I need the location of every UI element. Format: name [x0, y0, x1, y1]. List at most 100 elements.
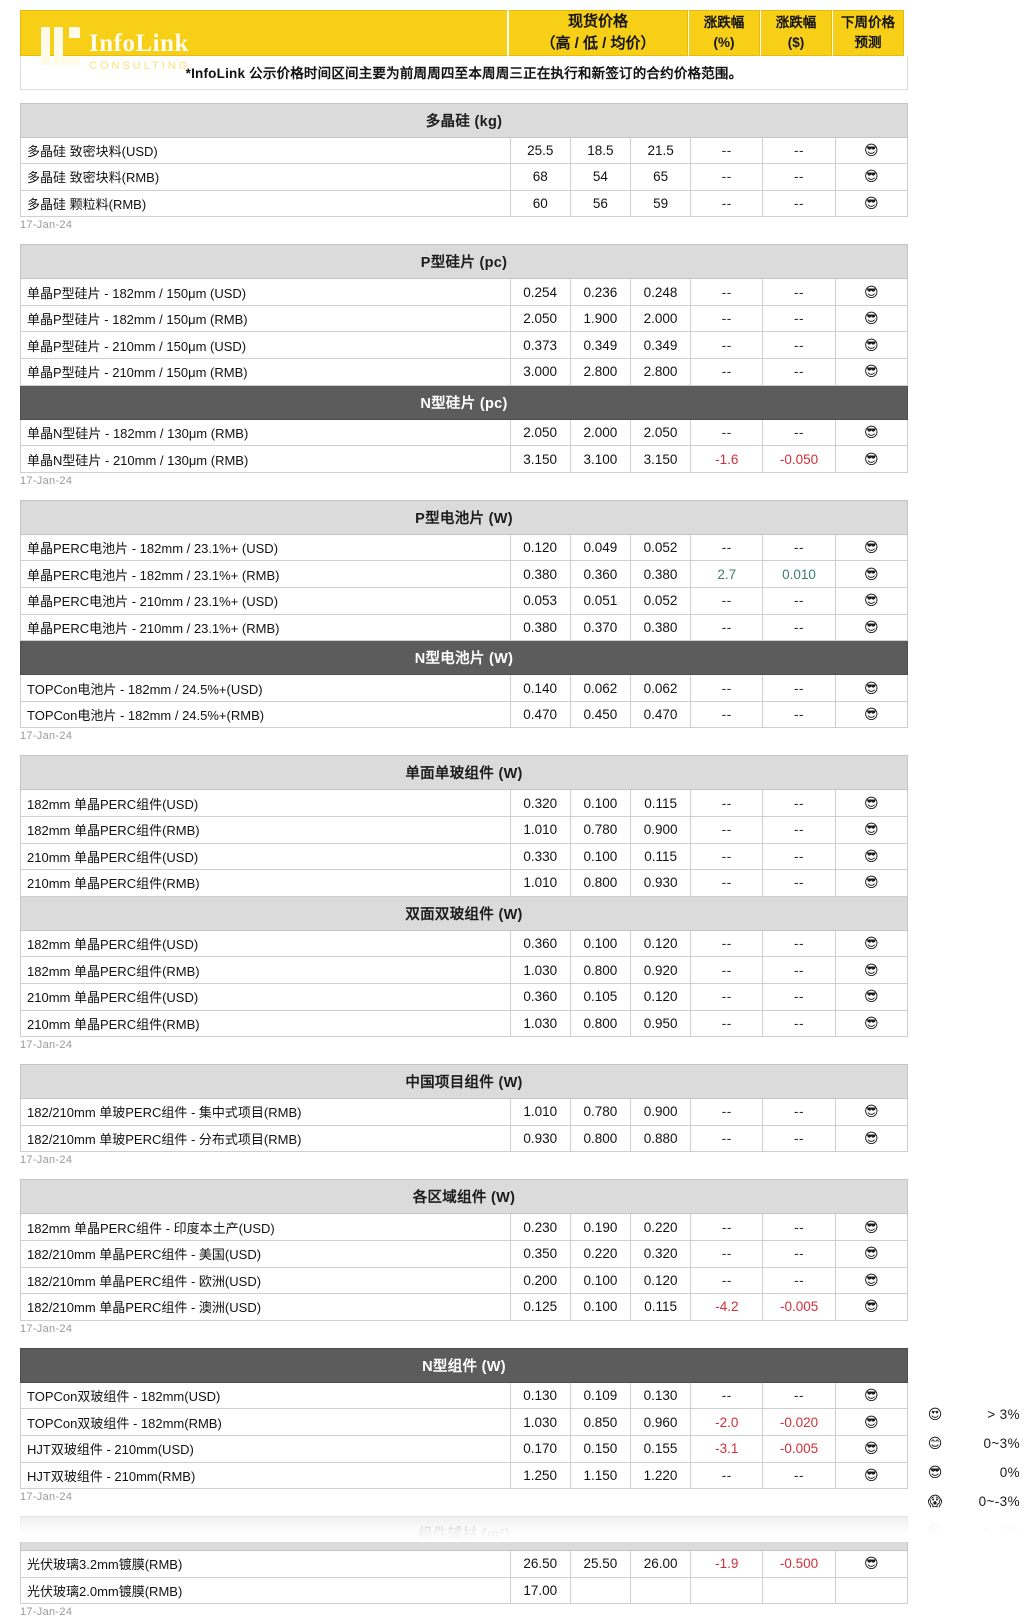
forecast-emoji-cell: 😎 — [835, 446, 907, 473]
legend-item: 😍> 3% — [920, 1400, 1028, 1429]
section-title: P型硅片 (pc) — [21, 245, 908, 279]
price-high-cell: 0.360 — [510, 930, 570, 957]
price-low-cell: 0.800 — [570, 870, 630, 897]
change-pct-cell: -- — [691, 359, 763, 386]
change-pct-cell: -- — [691, 588, 763, 615]
change-pct-cell: -- — [691, 1462, 763, 1489]
forecast-emoji-cell: 😎 — [835, 137, 907, 164]
price-low-cell: 0.100 — [570, 1294, 630, 1321]
price-avg-cell: 26.00 — [631, 1551, 691, 1578]
forecast-emoji-cell: 😎 — [835, 675, 907, 702]
price-table: P型电池片 (W)单晶PERC电池片 - 182mm / 23.1%+ (USD… — [20, 500, 908, 729]
price-high-cell: 3.150 — [510, 446, 570, 473]
change-usd-cell: -- — [763, 983, 835, 1010]
price-avg-cell: 0.920 — [631, 957, 691, 984]
product-name-cell: 单晶P型硅片 - 182mm / 150μm (RMB) — [21, 305, 511, 332]
forecast-emoji-cell: 😎 — [835, 701, 907, 728]
product-name-cell: 单晶PERC电池片 - 182mm / 23.1%+ (RMB) — [21, 561, 511, 588]
change-usd-cell: -- — [763, 1382, 835, 1409]
price-high-cell: 68 — [510, 164, 570, 191]
change-pct-cell: -- — [691, 1125, 763, 1152]
product-name-cell: 182mm 单晶PERC组件(RMB) — [21, 957, 511, 984]
change-pct-cell: -- — [691, 1240, 763, 1267]
change-usd-cell: -- — [763, 279, 835, 306]
product-name-cell: 182mm 单晶PERC组件 - 印度本土产(USD) — [21, 1214, 511, 1241]
block-date-label: 17-Jan-24 — [20, 1039, 1030, 1051]
change-usd-cell: -- — [763, 1462, 835, 1489]
price-table-block: P型电池片 (W)单晶PERC电池片 - 182mm / 23.1%+ (USD… — [20, 500, 908, 729]
forecast-emoji-cell: 😎 — [835, 983, 907, 1010]
change-usd-cell: -- — [763, 137, 835, 164]
forecast-line1: 下周价格 — [841, 13, 895, 33]
block-date-label: 17-Jan-24 — [20, 1154, 1030, 1166]
legend-item: 😎0% — [920, 1458, 1028, 1487]
forecast-emoji-cell: 😎 — [835, 1099, 907, 1126]
product-name-cell: 210mm 单晶PERC组件(RMB) — [21, 870, 511, 897]
price-low-cell: 0.780 — [570, 817, 630, 844]
price-avg-cell: 0.120 — [631, 983, 691, 1010]
price-avg-cell: 0.155 — [630, 1435, 690, 1462]
section-title: 单面单玻组件 (W) — [21, 756, 908, 790]
change-usd-cell: -- — [763, 817, 835, 844]
block-date-label: 17-Jan-24 — [20, 1323, 1030, 1335]
price-high-cell: 0.140 — [510, 675, 570, 702]
price-low-cell: 0.100 — [570, 843, 630, 870]
price-table: 中国项目组件 (W)182/210mm 单玻PERC组件 - 集中式项目(RMB… — [20, 1064, 908, 1152]
section-header-row: 单面单玻组件 (W) — [21, 756, 908, 790]
change-pct-cell: -- — [691, 137, 763, 164]
price-avg-cell: 1.220 — [630, 1462, 690, 1489]
section-title: 各区域组件 (W) — [21, 1180, 908, 1214]
change-usd-cell: -- — [763, 1010, 835, 1037]
change-usd-cell: -- — [763, 1240, 835, 1267]
section-title: N型组件 (W) — [21, 1348, 908, 1382]
change-usd-cell: -- — [763, 930, 835, 957]
legend-label: > 3% — [950, 1407, 1024, 1422]
section-title: 组件辅材 (m²) — [21, 1517, 908, 1551]
price-avg-cell: 0.115 — [631, 843, 691, 870]
price-avg-cell: 0.349 — [630, 332, 690, 359]
product-name-cell: 182mm 单晶PERC组件(USD) — [21, 930, 511, 957]
price-high-cell: 0.360 — [510, 983, 570, 1010]
price-table: 各区域组件 (W)182mm 单晶PERC组件 - 印度本土产(USD)0.23… — [20, 1179, 908, 1320]
change-pct-cell: -- — [691, 957, 763, 984]
forecast-legend: 😍> 3%😊0~3%😎0%😱0~-3%😭< -3% — [920, 1400, 1028, 1545]
change-usd-cell: -0.500 — [763, 1551, 835, 1578]
change-usd-cell: -- — [763, 164, 835, 191]
price-high-cell: 0.254 — [510, 279, 570, 306]
price-high-cell: 0.930 — [510, 1125, 570, 1152]
forecast-emoji-cell: 😎 — [835, 1125, 907, 1152]
product-name-cell: TOPCon电池片 - 182mm / 24.5%+(USD) — [21, 675, 511, 702]
change-usd-cell: -- — [763, 359, 835, 386]
price-low-cell: 25.50 — [570, 1551, 630, 1578]
forecast-emoji-cell: 😎 — [835, 614, 907, 641]
forecast-emoji-cell: 😎 — [835, 790, 907, 817]
change-usd-cell: -0.020 — [763, 1409, 835, 1436]
forecast-emoji-cell: 😎 — [835, 1294, 907, 1321]
price-high-cell: 1.030 — [510, 957, 570, 984]
column-header-change-usd: 涨跌幅 ($) — [760, 10, 832, 56]
product-name-cell: TOPCon电池片 - 182mm / 24.5%+(RMB) — [21, 701, 511, 728]
change-pct-cell: -1.6 — [691, 446, 763, 473]
section-title: N型硅片 (pc) — [21, 385, 908, 419]
change-usd-cell: -- — [763, 1267, 835, 1294]
price-low-cell: 54 — [570, 164, 630, 191]
change-usd-cell: -- — [763, 332, 835, 359]
change-pct-cell: -- — [691, 164, 763, 191]
change-usd-cell: -- — [763, 1099, 835, 1126]
